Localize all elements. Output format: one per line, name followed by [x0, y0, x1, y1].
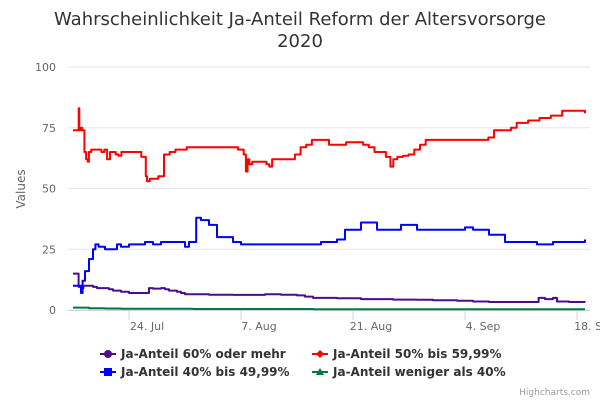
legend-label: Ja-Anteil 40% bis 49,99%	[120, 365, 290, 379]
chart-title: Wahrscheinlichkeit Ja-Anteil Reform der …	[54, 9, 546, 30]
series-line-0[interactable]	[73, 272, 586, 303]
legend-item[interactable]: Ja-Anteil weniger als 40%	[312, 365, 506, 379]
series-line-3[interactable]	[73, 306, 585, 311]
x-axis: 24. Jul 7. Aug 21. Aug 4. Sep 18. Sep	[68, 310, 600, 333]
x-tick-label: 21. Aug	[350, 320, 392, 333]
legend-label: Ja-Anteil 50% bis 59,99%	[332, 347, 502, 361]
y-tick-label: 75	[42, 122, 56, 135]
series-lines	[73, 107, 586, 311]
legend-marker-circle-icon	[104, 350, 112, 358]
legend: Ja-Anteil 60% oder mehr Ja-Anteil 50% bis…	[100, 347, 506, 379]
gridlines	[68, 66, 590, 311]
legend-item[interactable]: Ja-Anteil 50% bis 59,99%	[312, 347, 502, 361]
legend-item[interactable]: Ja-Anteil 60% oder mehr	[100, 347, 286, 361]
series-line-2[interactable]	[73, 216, 586, 294]
series-line-1[interactable]	[73, 107, 586, 183]
legend-marker-triangle-icon	[316, 368, 324, 375]
x-tick-label: 24. Jul	[130, 320, 164, 333]
legend-marker-diamond-icon	[316, 350, 324, 358]
y-tick-label: 0	[49, 304, 56, 317]
legend-item[interactable]: Ja-Anteil 40% bis 49,99%	[100, 365, 290, 379]
y-tick-label: 25	[42, 243, 56, 256]
legend-label: Ja-Anteil 60% oder mehr	[120, 347, 286, 361]
y-tick-label: 50	[42, 183, 56, 196]
y-axis-ticks: 0 25 50 75 100	[35, 61, 56, 317]
credits-link[interactable]: Highcharts.com	[519, 388, 590, 398]
legend-marker-square-icon	[104, 368, 112, 376]
y-axis-title: Values	[14, 169, 28, 208]
y-tick-label: 100	[35, 61, 56, 74]
x-tick-label: 4. Sep	[466, 320, 501, 333]
legend-label: Ja-Anteil weniger als 40%	[332, 365, 506, 379]
x-tick-label: 7. Aug	[241, 320, 276, 333]
chart-title-line2: 2020	[277, 31, 323, 52]
x-tick-label: 18. Sep	[574, 320, 600, 333]
